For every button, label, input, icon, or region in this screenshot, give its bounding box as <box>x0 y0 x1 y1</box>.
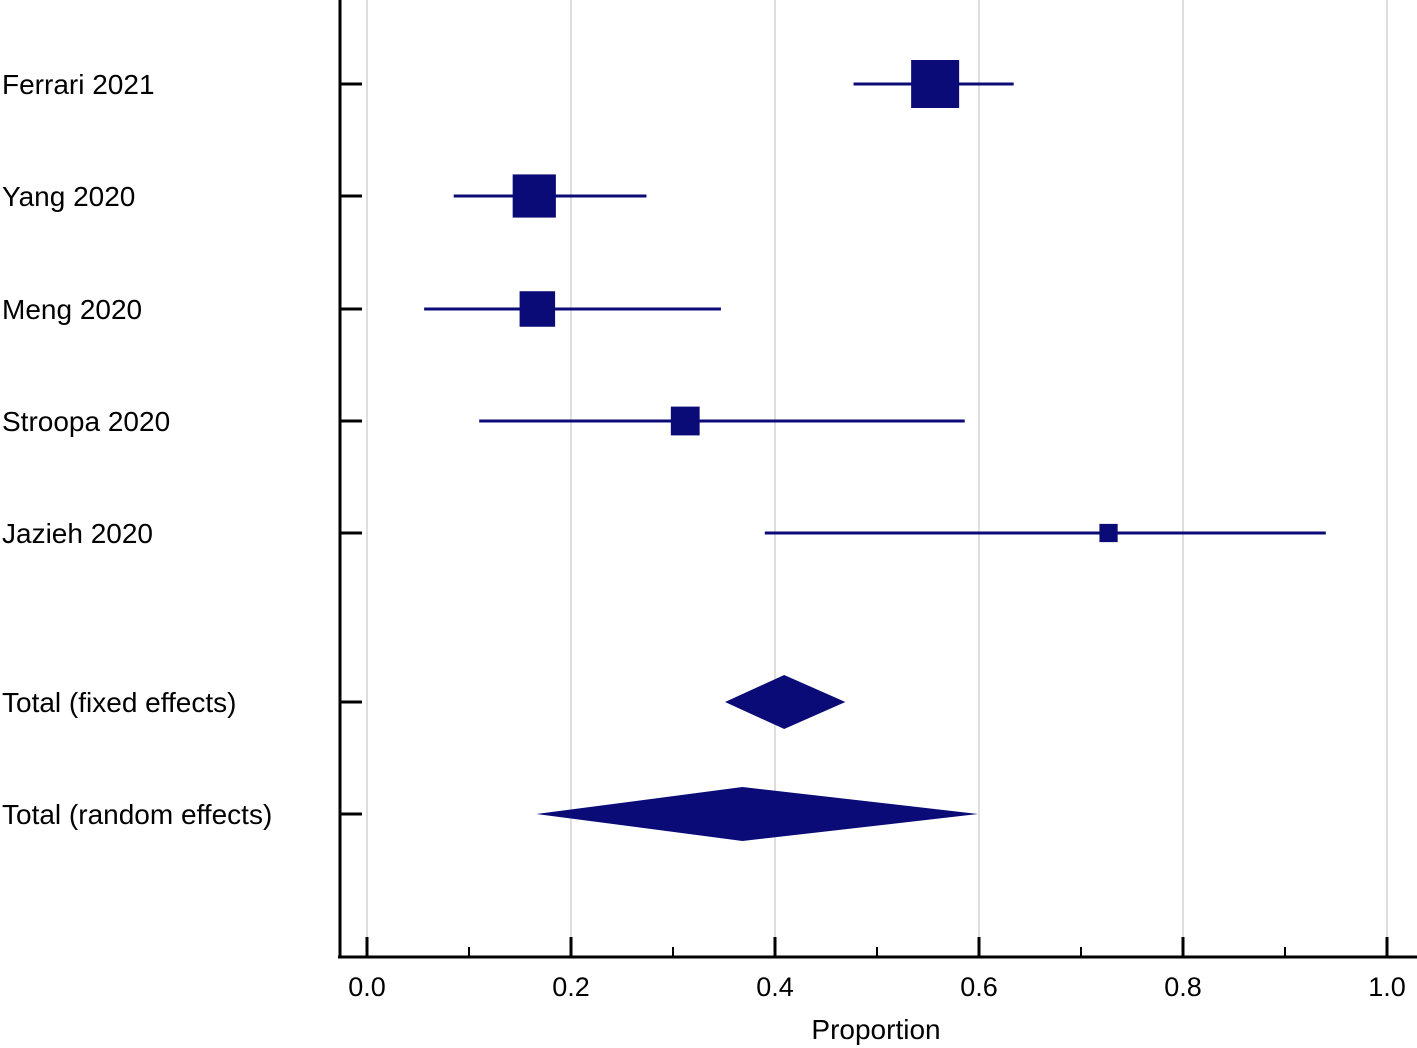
study-square <box>670 406 700 436</box>
x-tick-label: 0.6 <box>960 972 998 1002</box>
study-square <box>512 174 556 218</box>
pooled-diamond <box>536 787 978 841</box>
pooled-diamond <box>725 675 846 729</box>
study-label: Jazieh 2020 <box>2 518 153 549</box>
x-axis-title: Proportion <box>811 1014 940 1045</box>
x-tick-label: 0.8 <box>1164 972 1202 1002</box>
x-tick-label: 0.4 <box>756 972 794 1002</box>
study-square <box>911 60 960 108</box>
total-label: Total (random effects) <box>2 799 272 830</box>
plot-marks <box>424 60 1326 841</box>
study-label: Meng 2020 <box>2 294 142 325</box>
x-tick-label: 0.0 <box>348 972 386 1002</box>
x-tick-label: 0.2 <box>552 972 590 1002</box>
study-label: Yang 2020 <box>2 181 135 212</box>
study-label: Ferrari 2021 <box>2 69 155 100</box>
study-labels: Ferrari 2021 Yang 2020 Meng 2020 Stroopa 20… <box>2 69 272 830</box>
grid-lines <box>366 0 1388 957</box>
study-label: Stroopa 2020 <box>2 406 170 437</box>
x-tick-label: 1.0 <box>1368 972 1406 1002</box>
x-axis-ticks: 0.0 0.2 0.4 0.6 0.8 1.0 <box>340 82 1406 1002</box>
total-label: Total (fixed effects) <box>2 687 236 718</box>
study-square <box>1099 523 1118 543</box>
study-square <box>519 291 556 327</box>
